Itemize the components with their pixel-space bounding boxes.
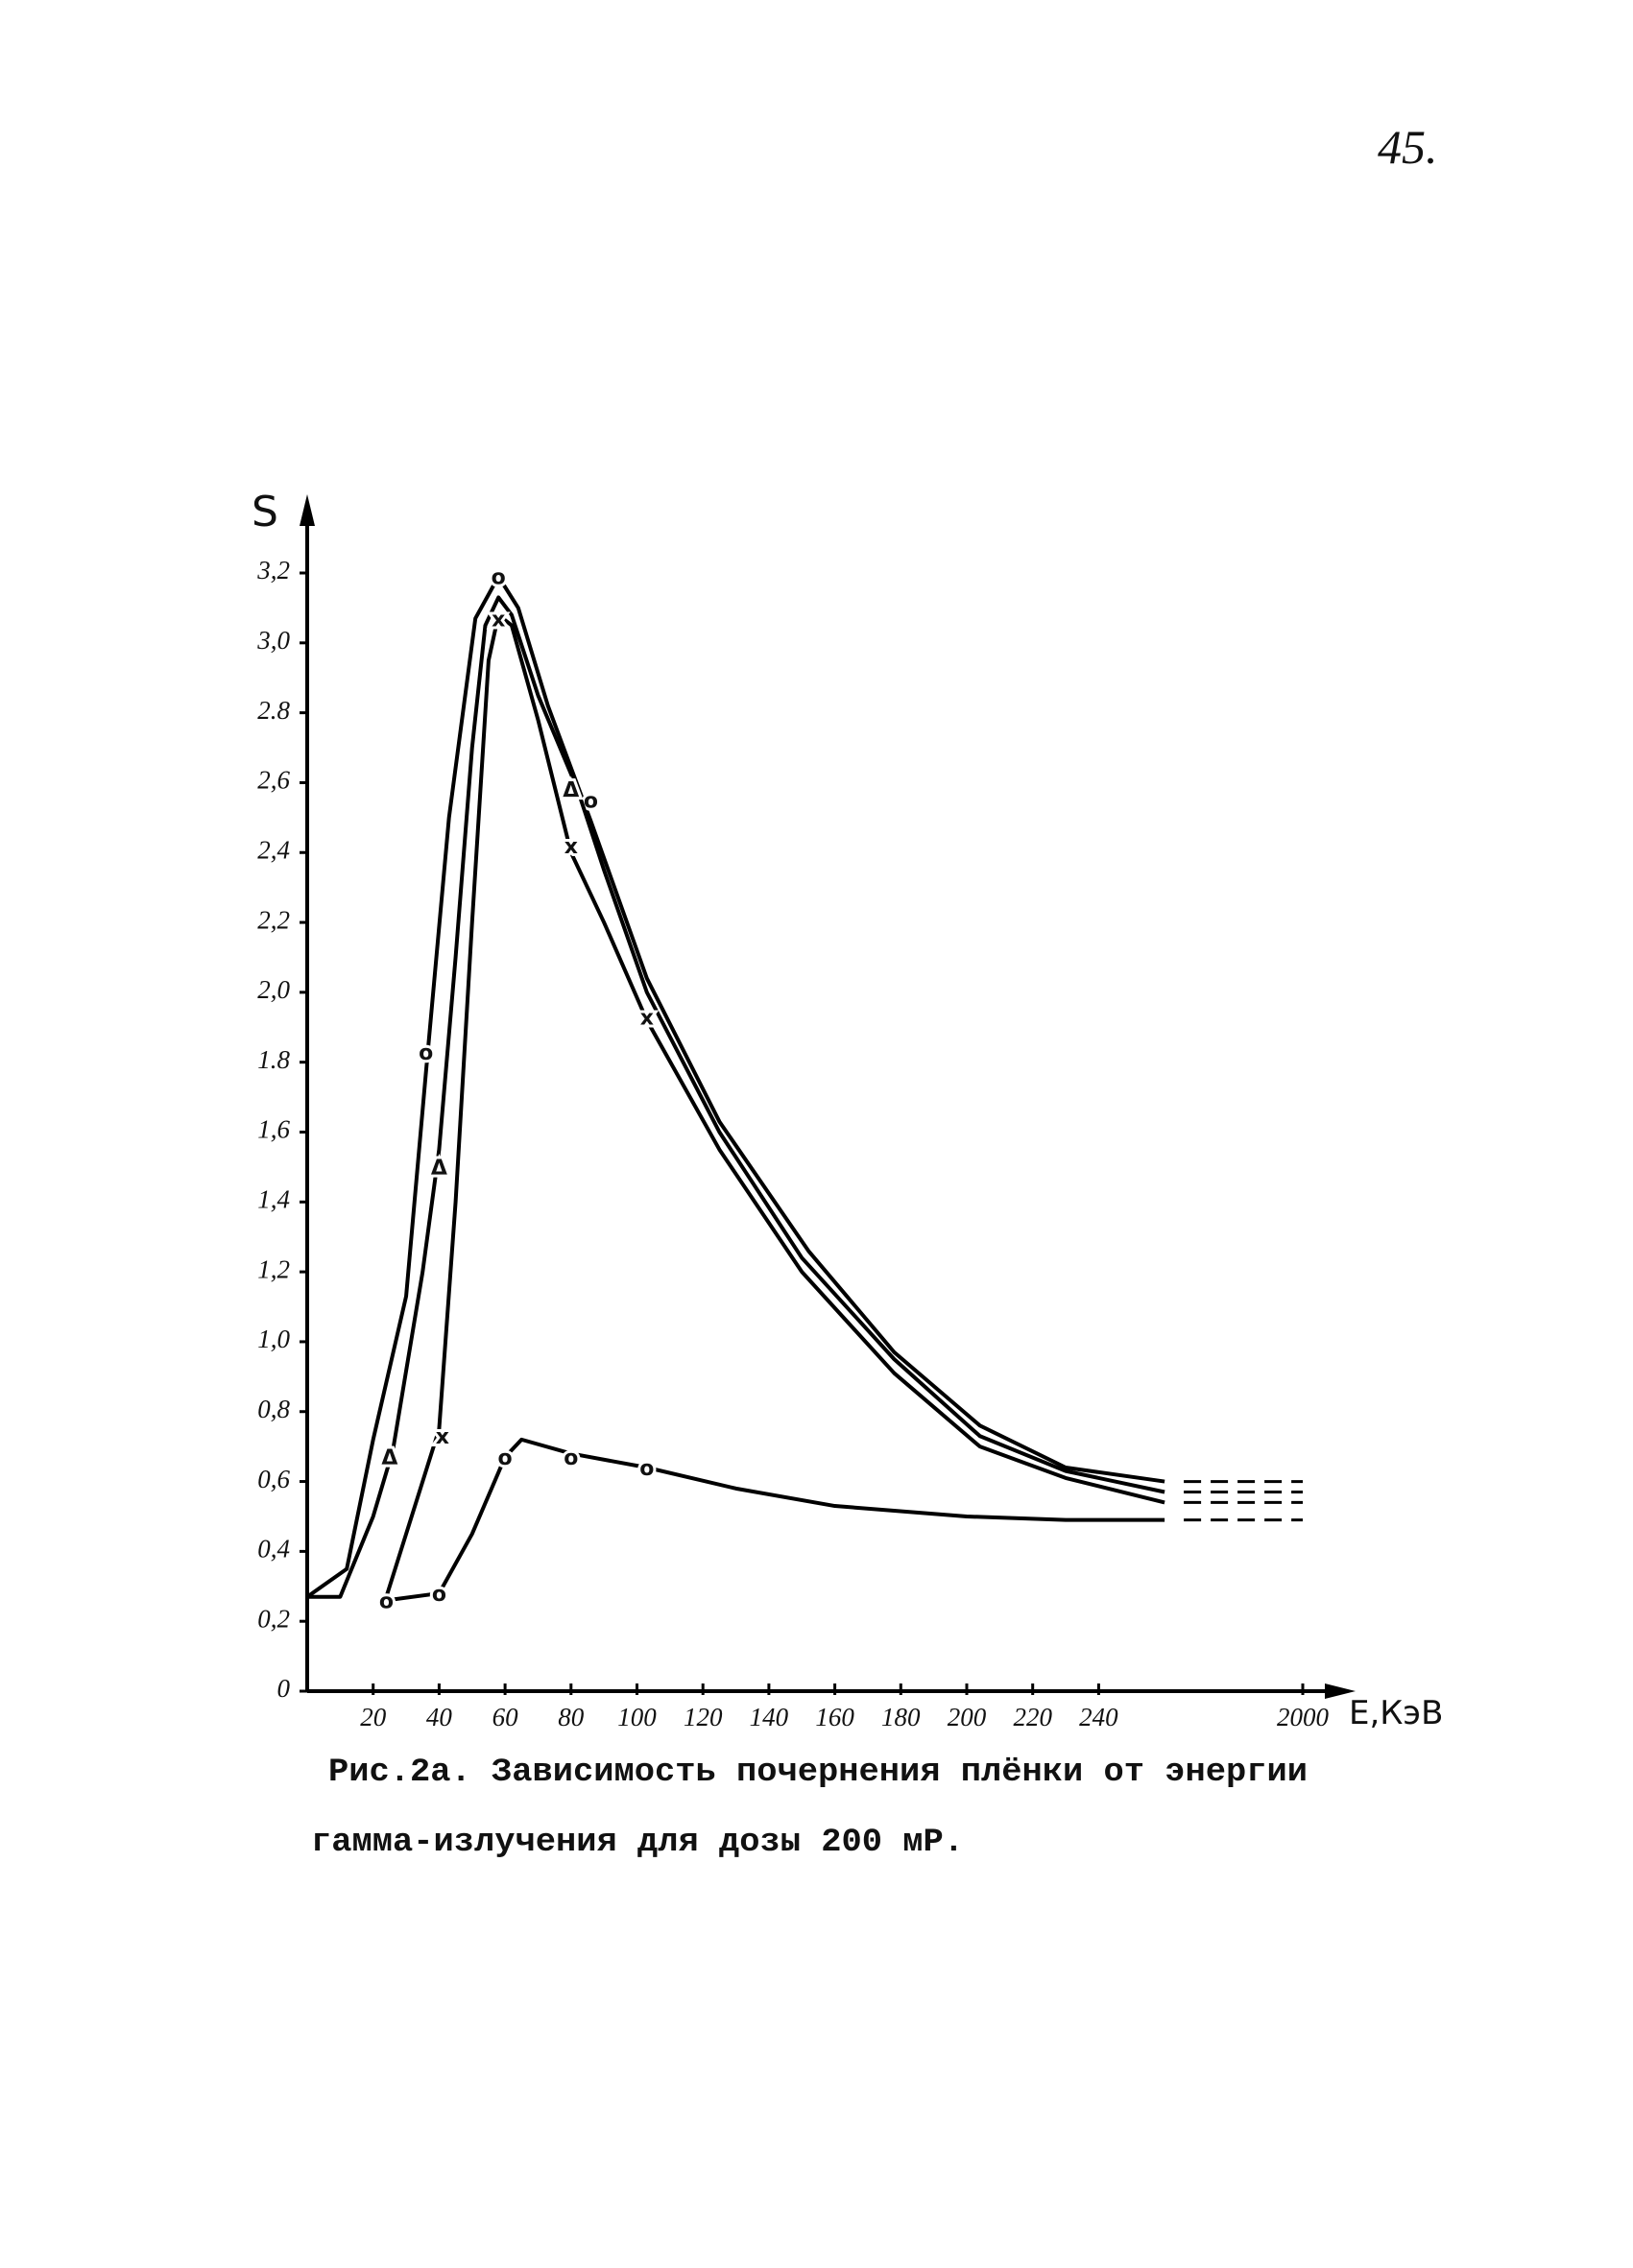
- x-tick-label: 80: [558, 1703, 585, 1731]
- y-tick-label: 1,2: [257, 1254, 290, 1283]
- y-tick-label: 2,6: [257, 766, 290, 795]
- y-tick-label: 0,2: [257, 1604, 290, 1633]
- x-tick-label: 200: [948, 1703, 987, 1731]
- point-marker: x: [492, 608, 505, 632]
- y-tick-label: 0: [277, 1674, 291, 1703]
- page-number: 45.: [1378, 120, 1438, 174]
- y-tick-label: 1,6: [257, 1115, 290, 1144]
- x-arrow: [1325, 1683, 1356, 1699]
- point-marker: o: [639, 1457, 654, 1481]
- y-tick-label: 1,0: [257, 1325, 290, 1353]
- y-tick-label: 1.8: [257, 1045, 290, 1074]
- x-tick-label: 220: [1013, 1703, 1052, 1731]
- y-tick-label: 2,4: [257, 835, 290, 864]
- point-marker: o: [498, 1446, 513, 1470]
- point-marker: o: [419, 1041, 433, 1065]
- x-axis-label: E,КэВ: [1349, 1694, 1443, 1732]
- y-tick-label: 0,8: [257, 1395, 290, 1423]
- curve: [384, 612, 1165, 1598]
- x-tick-label: 180: [881, 1703, 921, 1731]
- y-tick-label: 2,2: [257, 905, 290, 934]
- point-marker: x: [564, 835, 578, 859]
- y-tick-label: 2.8: [257, 696, 290, 725]
- caption-line: гамма-излучения для дозы 200 мР.: [311, 1825, 964, 1861]
- x-tick-label: 240: [1079, 1703, 1118, 1731]
- x-tick-label: 2000: [1277, 1703, 1330, 1731]
- y-tick-label: 0,6: [257, 1465, 290, 1493]
- y-tick-label: 0,4: [257, 1535, 290, 1564]
- point-marker: Δ: [431, 1157, 447, 1181]
- point-marker: o: [432, 1583, 446, 1607]
- curve: [305, 574, 1165, 1599]
- caption-line: Рис.2а. Зависимость почернения плёнки от…: [328, 1755, 1308, 1791]
- point-marker: o: [564, 1446, 578, 1470]
- y-tick-label: 2,0: [257, 975, 290, 1004]
- point-marker: x: [436, 1425, 449, 1449]
- point-marker: o: [492, 566, 506, 590]
- x-tick-label: 160: [815, 1703, 854, 1731]
- x-tick-label: 60: [492, 1703, 519, 1731]
- point-marker: x: [640, 1006, 654, 1030]
- point-marker: Δ: [381, 1446, 397, 1470]
- y-tick-label: 3,2: [256, 556, 290, 585]
- y-tick-label: 3,0: [256, 626, 290, 655]
- y-tick-label: 1,4: [257, 1185, 290, 1214]
- point-marker: Δ: [563, 779, 579, 803]
- x-tick-label: 40: [426, 1703, 453, 1731]
- x-tick-label: 100: [617, 1703, 657, 1731]
- x-tick-label: 140: [750, 1703, 789, 1731]
- y-arrow: [300, 494, 315, 526]
- x-tick-label: 120: [684, 1703, 723, 1731]
- y-axis-label: S: [252, 488, 278, 537]
- curve: [386, 1437, 1165, 1603]
- x-tick-label: 20: [360, 1703, 387, 1731]
- point-marker: o: [379, 1589, 394, 1613]
- curve: [307, 595, 1165, 1599]
